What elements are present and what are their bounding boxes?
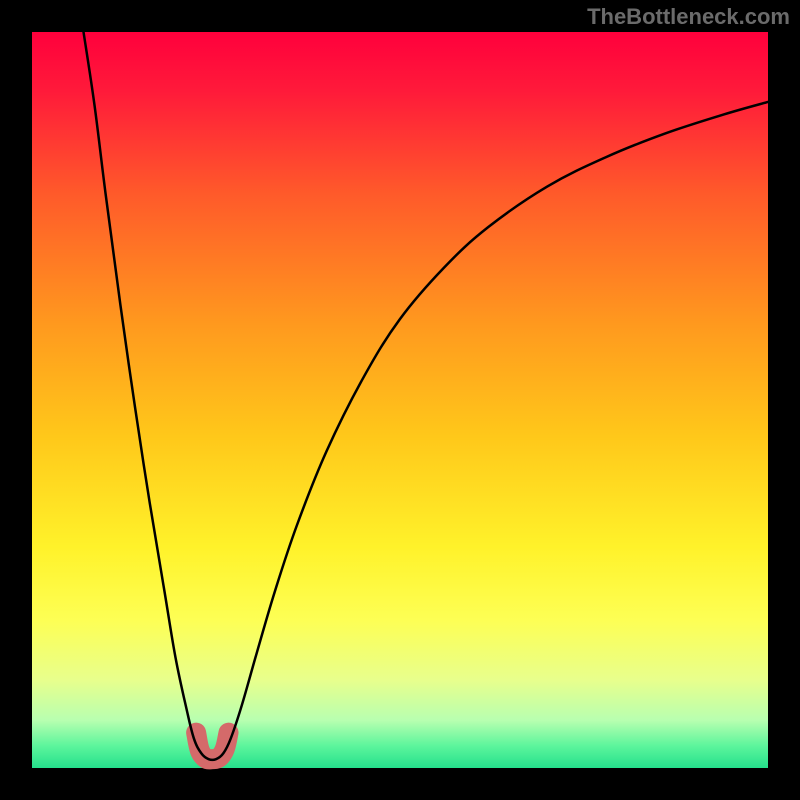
watermark-text: TheBottleneck.com [587, 4, 790, 30]
chart-svg [0, 0, 800, 800]
bottleneck-chart: TheBottleneck.com [0, 0, 800, 800]
plot-background [32, 32, 768, 768]
